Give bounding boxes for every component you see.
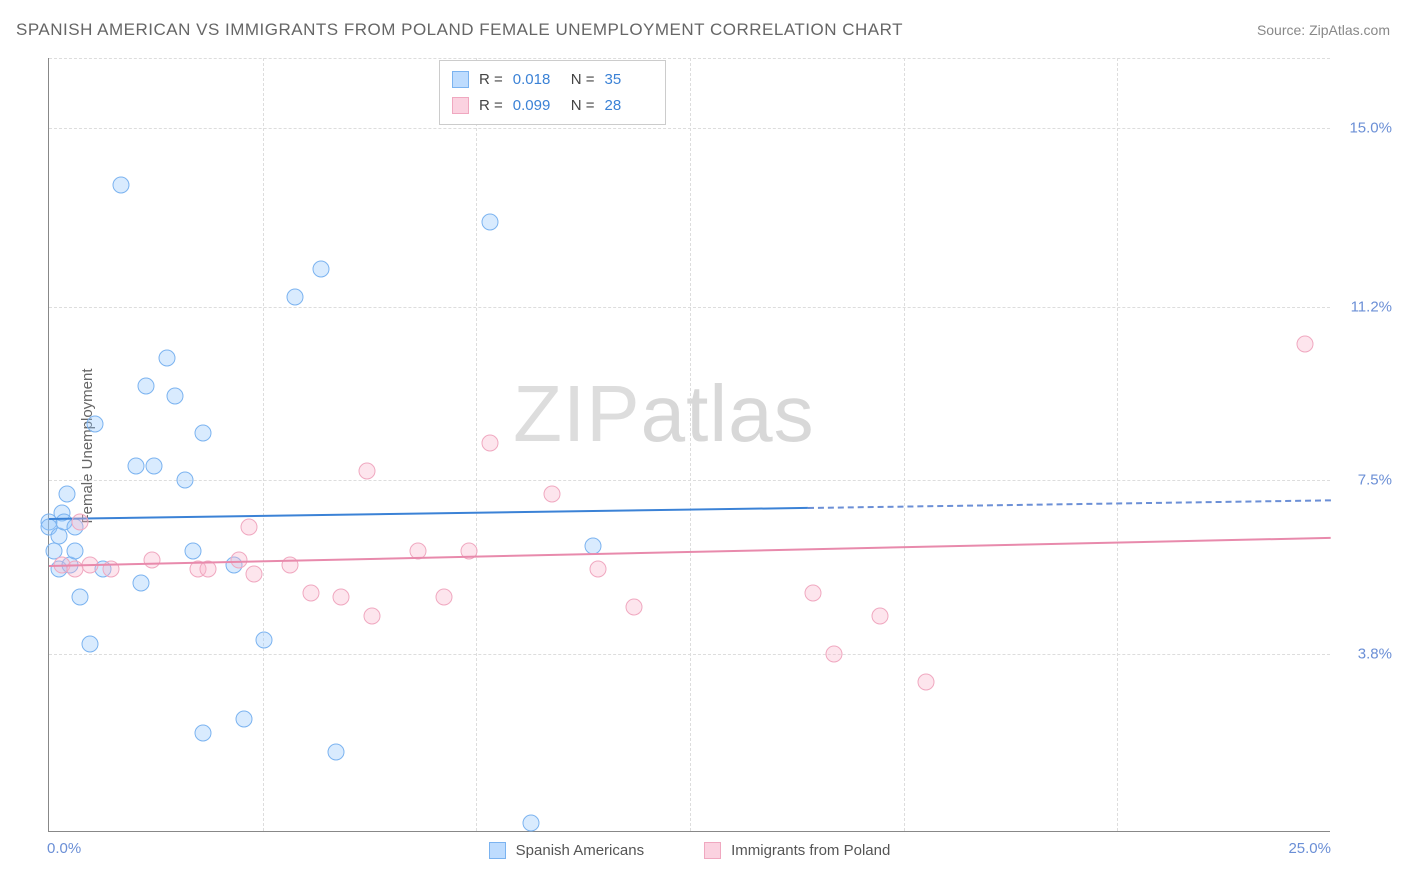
y-tick-label: 11.2% — [1351, 298, 1392, 315]
series-legend: Spanish Americans Immigrants from Poland — [49, 842, 1330, 859]
data-point-pink — [625, 598, 642, 615]
data-point-pink — [364, 608, 381, 625]
stat-r-value: 0.018 — [513, 67, 561, 93]
gridline-v — [690, 58, 691, 831]
data-point-blue — [482, 214, 499, 231]
data-point-blue — [58, 486, 75, 503]
data-point-blue — [328, 744, 345, 761]
data-point-pink — [246, 566, 263, 583]
stat-r-label: R = — [479, 67, 503, 93]
legend-item-blue: Spanish Americans — [489, 842, 644, 859]
stat-n-label: N = — [571, 93, 595, 119]
data-point-blue — [158, 350, 175, 367]
gridline-v — [476, 58, 477, 831]
gridline-v — [263, 58, 264, 831]
data-point-blue — [146, 458, 163, 475]
data-point-blue — [82, 636, 99, 653]
chart-container: SPANISH AMERICAN VS IMMIGRANTS FROM POLA… — [0, 0, 1406, 892]
data-point-blue — [176, 472, 193, 489]
stat-n-label: N = — [571, 67, 595, 93]
y-tick-label: 15.0% — [1349, 120, 1392, 137]
data-point-blue — [133, 575, 150, 592]
data-point-pink — [825, 645, 842, 662]
watermark-zip: ZIP — [513, 369, 640, 458]
plot-area: ZIPatlas 3.8%7.5%11.2%15.0%0.0%25.0%R =0… — [48, 58, 1330, 832]
stat-n-value: 35 — [605, 67, 653, 93]
y-tick-label: 3.8% — [1358, 645, 1392, 662]
data-point-pink — [435, 589, 452, 606]
legend-item-pink: Immigrants from Poland — [704, 842, 890, 859]
data-point-blue — [128, 458, 145, 475]
trendline-blue-dashed — [808, 499, 1331, 509]
data-point-blue — [194, 725, 211, 742]
data-point-pink — [358, 462, 375, 479]
data-point-pink — [871, 608, 888, 625]
data-point-blue — [71, 589, 88, 606]
data-point-blue — [184, 542, 201, 559]
data-point-pink — [805, 584, 822, 601]
data-point-pink — [482, 434, 499, 451]
data-point-blue — [256, 631, 273, 648]
data-point-pink — [71, 514, 88, 531]
stats-legend: R = 0.018 N = 35 R = 0.099 N = 28 — [439, 60, 666, 125]
data-point-blue — [112, 176, 129, 193]
data-point-blue — [287, 289, 304, 306]
legend-label: Immigrants from Poland — [731, 842, 890, 859]
data-point-pink — [143, 551, 160, 568]
gridline-v — [1117, 58, 1118, 831]
data-point-blue — [584, 537, 601, 554]
legend-swatch-pink — [452, 97, 469, 114]
data-point-blue — [312, 261, 329, 278]
source-attribution: Source: ZipAtlas.com — [1257, 22, 1390, 38]
data-point-blue — [138, 378, 155, 395]
stats-legend-row: R = 0.018 N = 35 — [452, 67, 653, 93]
legend-swatch-pink — [704, 842, 721, 859]
data-point-pink — [543, 486, 560, 503]
data-point-blue — [523, 814, 540, 831]
data-point-blue — [235, 711, 252, 728]
data-point-pink — [917, 673, 934, 690]
data-point-blue — [166, 387, 183, 404]
stat-n-value: 28 — [605, 93, 653, 119]
source-label: Source: — [1257, 22, 1309, 38]
data-point-blue — [66, 542, 83, 559]
data-point-pink — [302, 584, 319, 601]
data-point-pink — [589, 561, 606, 578]
stat-r-label: R = — [479, 93, 503, 119]
chart-title: SPANISH AMERICAN VS IMMIGRANTS FROM POLA… — [16, 20, 903, 40]
watermark-atlas: atlas — [641, 369, 815, 458]
data-point-blue — [87, 415, 104, 432]
source-link[interactable]: ZipAtlas.com — [1309, 22, 1390, 38]
gridline-v — [904, 58, 905, 831]
data-point-pink — [1297, 336, 1314, 353]
stats-legend-row: R = 0.099 N = 28 — [452, 93, 653, 119]
watermark: ZIPatlas — [513, 368, 814, 460]
y-tick-label: 7.5% — [1358, 472, 1392, 489]
data-point-pink — [333, 589, 350, 606]
data-point-blue — [194, 425, 211, 442]
legend-label: Spanish Americans — [516, 842, 644, 859]
stat-r-value: 0.099 — [513, 93, 561, 119]
legend-swatch-blue — [489, 842, 506, 859]
data-point-pink — [240, 519, 257, 536]
trendline-blue — [49, 507, 808, 520]
legend-swatch-blue — [452, 71, 469, 88]
